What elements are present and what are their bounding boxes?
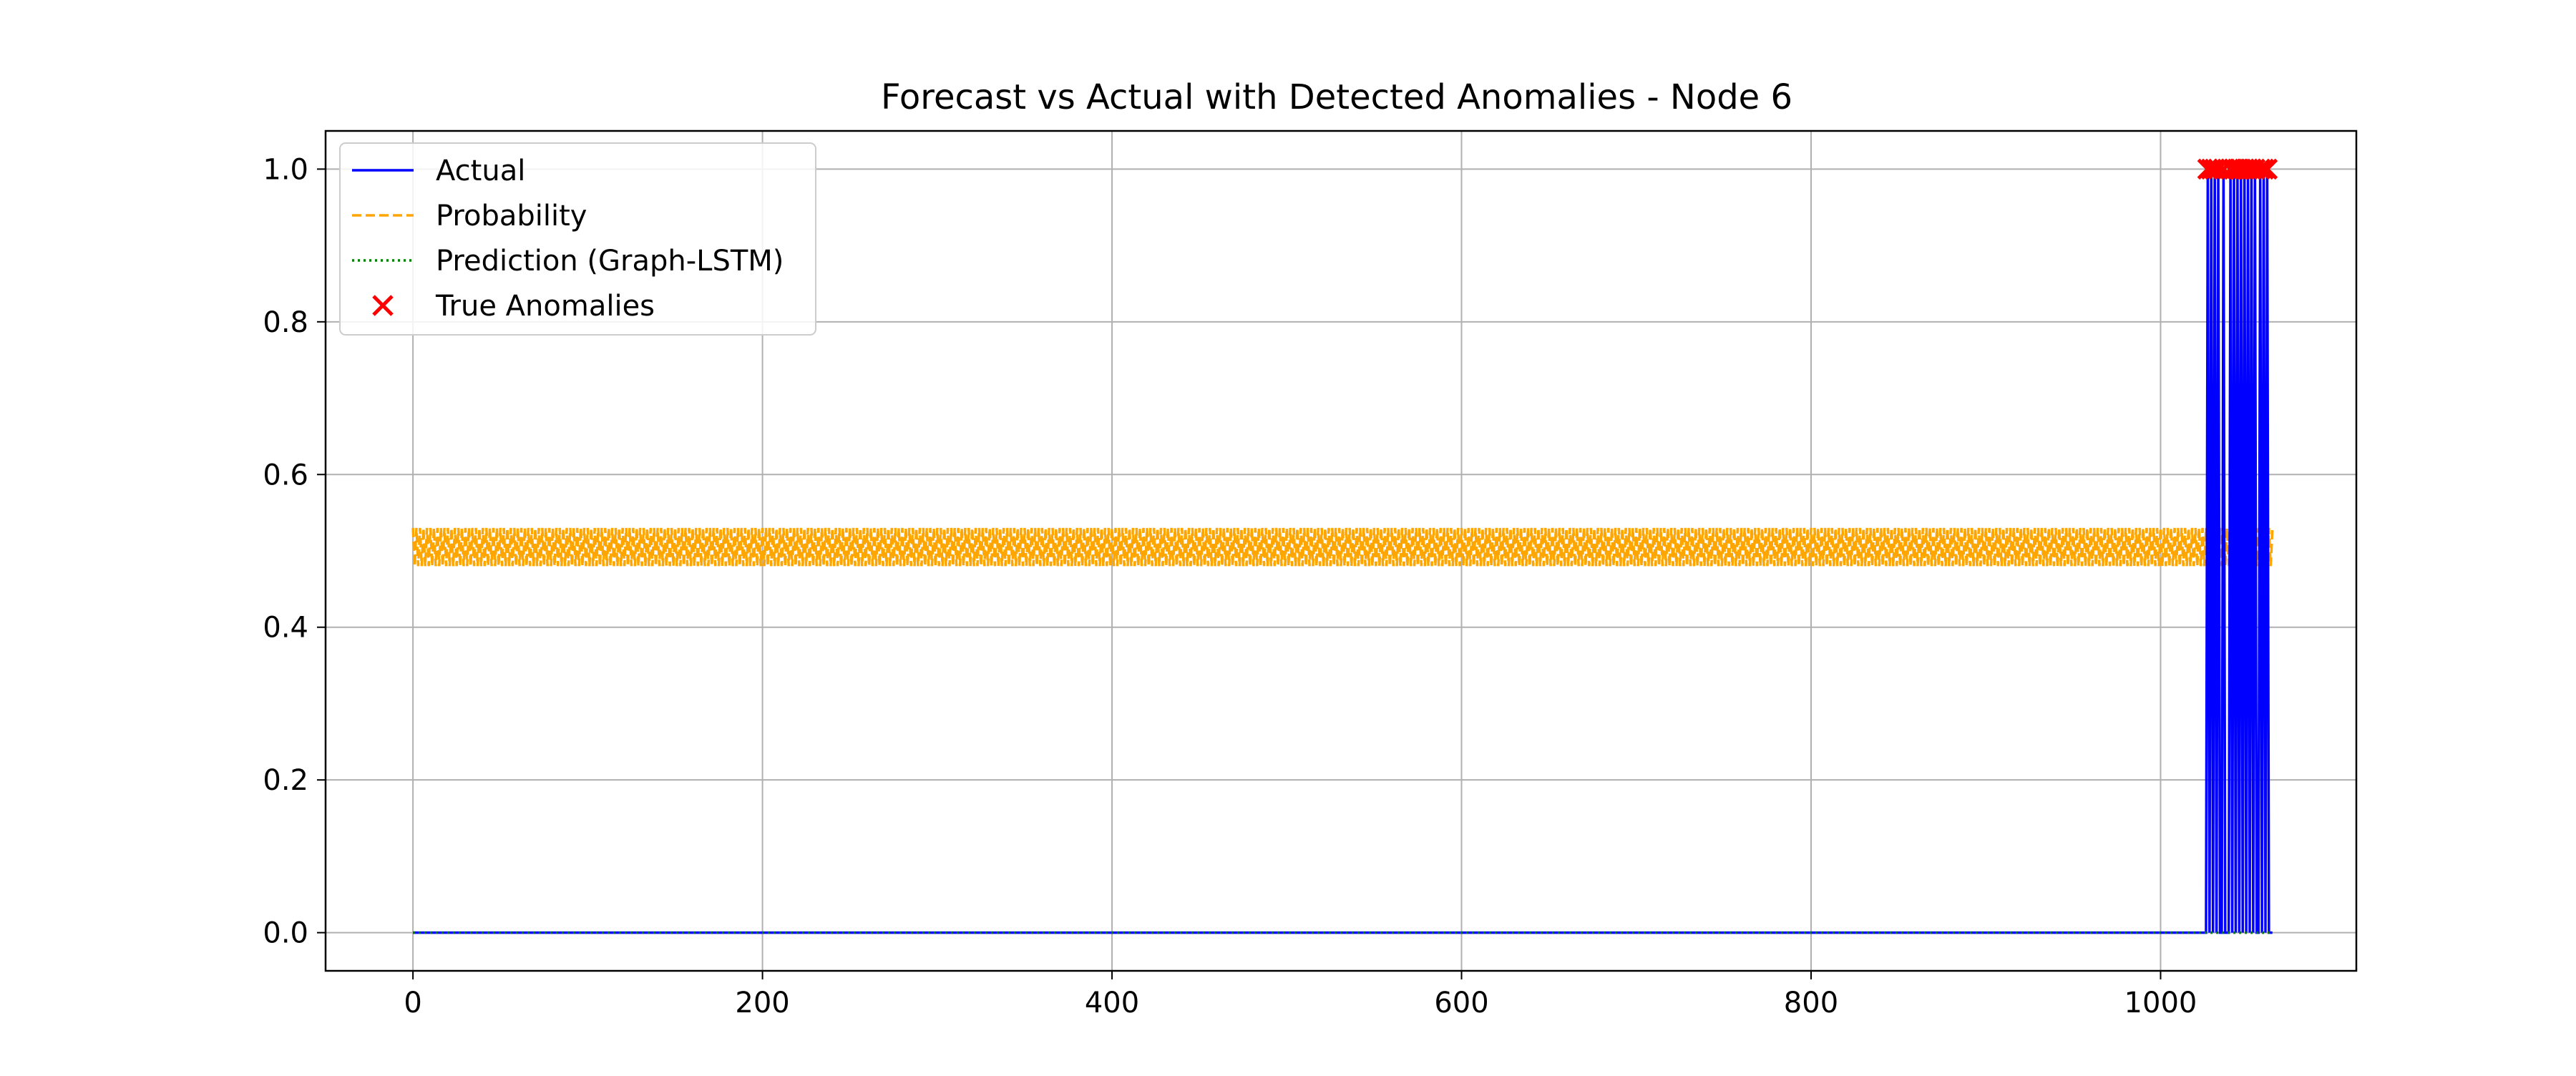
- x-tick-label: 0: [404, 987, 421, 1019]
- chart-title: Forecast vs Actual with Detected Anomali…: [881, 77, 1792, 117]
- legend-box: [339, 142, 816, 336]
- tick-layer: 0 200 400 600 800 1000 0.0 0.2 0.4 0.6 0.8 1.0: [263, 153, 2197, 1019]
- anomaly-marker: [2204, 158, 2225, 180]
- legend-label: True Anomalies: [435, 290, 655, 323]
- y-tick-label: 0.6: [263, 459, 308, 491]
- anomaly-marker: [2253, 158, 2275, 180]
- series-layer: [411, 158, 2278, 934]
- legend-item: Actual: [352, 155, 525, 187]
- y-tick-label: 0.2: [263, 764, 308, 797]
- y-tick-label: 1.0: [263, 153, 308, 186]
- legend-item: Probability: [352, 200, 587, 233]
- legend-label: Prediction (Graph-LSTM): [436, 245, 784, 278]
- anomaly-marker: [2256, 158, 2278, 180]
- anomaly-marker: [2249, 158, 2271, 180]
- x-tick-label: 800: [1784, 987, 1838, 1019]
- y-tick-label: 0.0: [263, 917, 308, 950]
- y-tick-label: 0.4: [263, 612, 308, 645]
- legend-item: Prediction (Graph-LSTM): [352, 245, 784, 278]
- axes-frame-rect: [324, 129, 2358, 972]
- legend-swatch: [372, 295, 394, 316]
- x-tick-label: 1000: [2124, 987, 2197, 1019]
- y-tick-label: 0.8: [263, 306, 308, 339]
- x-tick-label: 200: [735, 987, 789, 1019]
- probability-line: [411, 527, 2274, 567]
- legend-label: Actual: [436, 155, 525, 187]
- axes-frame: [324, 129, 2358, 972]
- x-tick-label: 400: [1085, 987, 1139, 1019]
- legend: Actual Probability Prediction (Graph-LSTM)…: [339, 142, 816, 336]
- x-tick-label: 600: [1434, 987, 1488, 1019]
- legend-label: Probability: [436, 200, 587, 233]
- legend-item: True Anomalies: [372, 290, 655, 323]
